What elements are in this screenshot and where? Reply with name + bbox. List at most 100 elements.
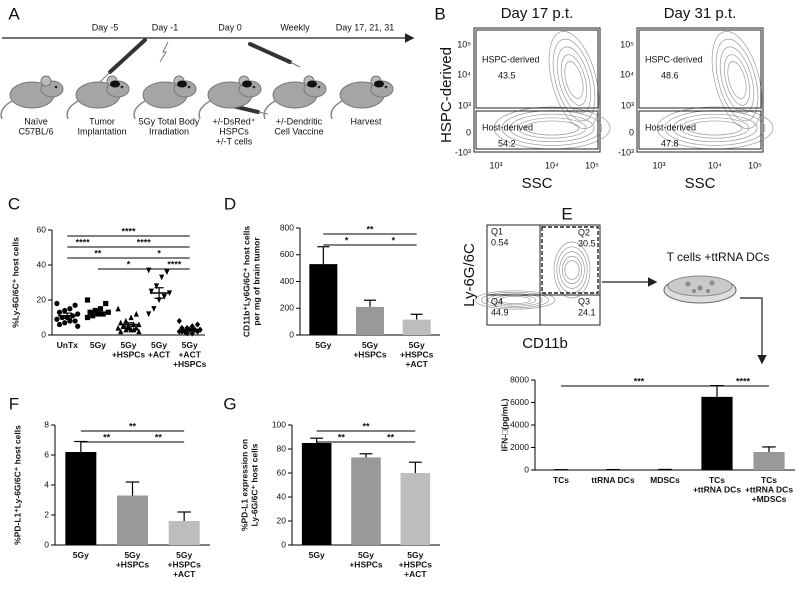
x-tick-line: 5Gy	[409, 340, 425, 350]
flow-title: Day 31 p.t.	[664, 5, 737, 22]
y-tick-label: 0	[281, 539, 286, 549]
irradiation-bolt	[159, 41, 169, 63]
significance-label: **	[129, 421, 137, 431]
data-point	[115, 305, 121, 312]
mouse	[0, 75, 64, 120]
x-tick-label: 10³	[489, 160, 502, 170]
significance-label: *	[345, 235, 349, 245]
gate	[475, 29, 599, 109]
y-tick-label: 20	[277, 515, 287, 525]
flow-y-label: Ly-6G/6C	[461, 243, 478, 307]
contour	[727, 61, 747, 99]
significance-label: **	[94, 248, 102, 258]
result-arrow	[740, 297, 767, 365]
quadrant-value: 0.54	[491, 237, 509, 247]
x-tick-line: +ACT	[173, 569, 196, 579]
bar	[753, 452, 785, 470]
contour	[564, 61, 584, 99]
gate-value: 54.2	[498, 138, 516, 148]
bar	[65, 452, 97, 545]
contour	[499, 296, 531, 304]
significance-label: **	[103, 432, 111, 442]
y-tick-label: 800	[280, 222, 294, 232]
significance-label: *	[392, 235, 396, 245]
x-tick-label: 5Gy +HSPCs +ACT	[399, 550, 433, 579]
data-point	[118, 328, 124, 335]
data-point	[133, 324, 139, 331]
timeline-step: +/-T cells	[216, 136, 253, 146]
timeline-step: Implantation	[77, 126, 126, 136]
tumor	[242, 80, 252, 88]
mouse-tail	[66, 100, 79, 120]
data-point	[72, 302, 78, 308]
significance-label: **	[366, 224, 374, 234]
x-tick-label: 5Gy	[90, 340, 106, 350]
x-tick-line: 5Gy	[358, 550, 374, 560]
gate-name: HSPC-derived	[645, 54, 703, 64]
x-tick-line: +HSPCs	[112, 350, 146, 360]
y-tick-label: 10³	[621, 100, 634, 110]
data-point	[72, 318, 78, 324]
contour	[719, 46, 755, 114]
gate	[541, 226, 599, 294]
y-axis-label: %PD-L1⁺Ly-6G/6C⁺ host cells	[12, 425, 22, 545]
x-tick-line: 5Gy	[407, 550, 423, 560]
data-point	[62, 320, 68, 326]
x-tick-line: +HSPCs	[168, 560, 202, 570]
y-tick-label: 0	[289, 329, 294, 339]
x-tick-line: +ACT	[404, 569, 427, 579]
panel-label: G	[223, 394, 236, 413]
y-axis-label: IFN-□(pg/mL)	[499, 398, 509, 451]
x-tick-line: 5Gy	[73, 550, 89, 560]
contour	[560, 54, 588, 106]
bar	[309, 264, 338, 335]
timeline-step: Irradiation	[149, 126, 189, 136]
y-tick-label: 0	[466, 127, 471, 137]
y-tick-label: 10⁵	[620, 39, 634, 49]
y-tick-label: 40	[37, 259, 47, 269]
x-tick-line: +ttRNA DCs	[693, 485, 741, 495]
x-tick-label: 5Gy +HSPCs	[349, 550, 383, 570]
contour	[556, 46, 592, 114]
mouse-eye	[317, 85, 321, 89]
culture-label: T cells +ttRNA DCs	[667, 250, 770, 264]
data-point	[189, 323, 195, 330]
gate-name: Host-derived	[645, 122, 696, 132]
flow-title: Day 17 p.t.	[501, 5, 574, 22]
contour	[553, 241, 591, 299]
bar	[356, 306, 384, 335]
mouse-eye	[54, 85, 58, 89]
data-point	[62, 307, 68, 314]
x-tick-label: 10⁴	[708, 160, 722, 170]
panel-label: D	[224, 194, 236, 213]
x-tick-label: 5Gy +HSPCs +ACT	[400, 340, 434, 369]
significance-label: **	[155, 432, 163, 442]
contour	[680, 117, 750, 139]
x-tick-line: 5Gy	[309, 550, 325, 560]
flow-x-label: CD11b	[522, 335, 568, 352]
bar	[701, 396, 733, 470]
significance-label: ****	[736, 376, 751, 386]
y-tick-label: 8	[44, 419, 49, 429]
x-tick-label: 5Gy	[73, 550, 89, 560]
tumor	[374, 80, 384, 88]
mouse	[198, 75, 262, 120]
y-axis-label: %Ly-6G/6C⁺ host cells	[10, 237, 20, 328]
data-point	[123, 326, 129, 333]
contour	[509, 113, 595, 143]
x-tick-line: UnTx	[57, 340, 79, 350]
y-tick-label: 40	[277, 491, 287, 501]
mouse-tail	[133, 100, 146, 120]
quadrant-value: 44.9	[491, 307, 509, 317]
tumor	[177, 80, 187, 88]
significance-label: ****	[76, 237, 91, 247]
x-tick-line: +HSPCs	[400, 350, 434, 360]
contour	[723, 54, 751, 106]
y-tick-label: 2	[44, 509, 49, 519]
data-point	[131, 326, 137, 333]
x-tick-label: 10⁴	[545, 160, 559, 170]
data-point	[90, 313, 96, 319]
x-tick-line: 5Gy	[315, 340, 331, 350]
contour	[559, 251, 585, 289]
flow-y-label: HSPC-derived	[438, 47, 455, 143]
